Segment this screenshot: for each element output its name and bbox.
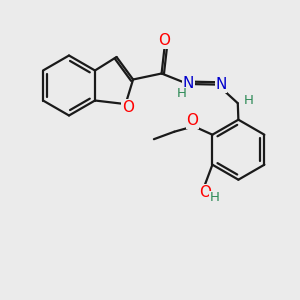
Text: O: O	[186, 113, 198, 128]
Text: O: O	[200, 185, 211, 200]
Text: O: O	[159, 33, 171, 48]
Text: H: H	[176, 87, 186, 100]
Text: H: H	[210, 191, 219, 204]
Text: N: N	[215, 77, 227, 92]
Text: H: H	[243, 94, 253, 107]
Text: O: O	[122, 100, 134, 115]
Text: N: N	[183, 76, 194, 91]
